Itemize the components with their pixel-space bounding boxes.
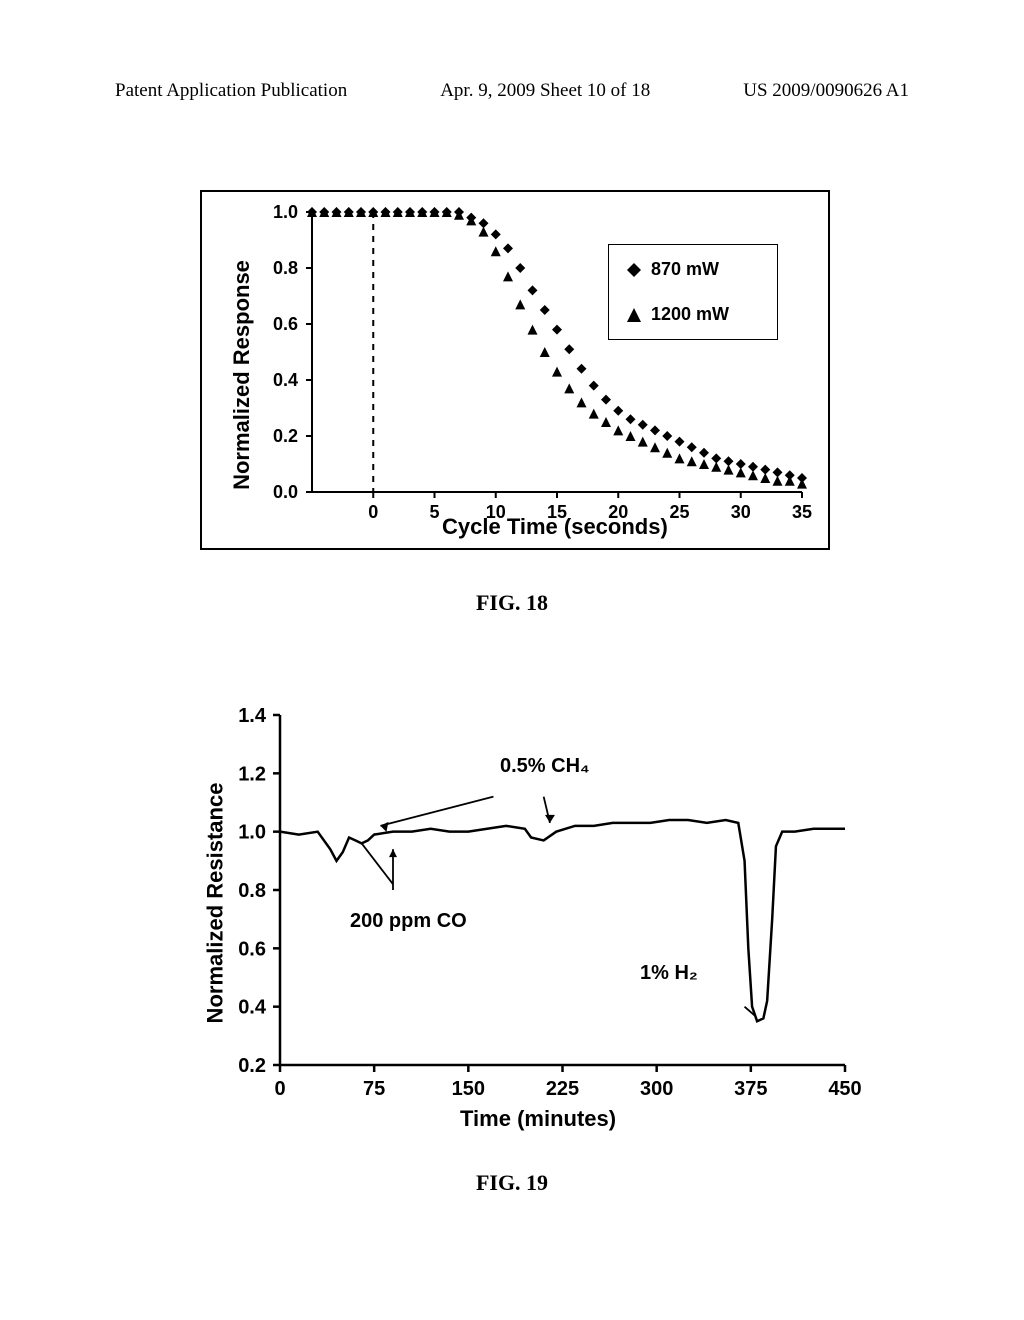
svg-text:0.0: 0.0 [273, 482, 298, 502]
svg-text:1.4: 1.4 [238, 705, 267, 727]
figure-caption: FIG. 18 [0, 590, 1024, 616]
y-axis-label: Normalized Resistance [202, 783, 228, 1024]
page-header: Patent Application Publication Apr. 9, 2… [0, 80, 1024, 102]
svg-text:0.2: 0.2 [238, 1055, 266, 1077]
annotation-h2: 1% H₂ [640, 962, 698, 985]
svg-text:0.8: 0.8 [273, 258, 298, 278]
svg-text:300: 300 [640, 1078, 673, 1100]
x-axis-label: Time (minutes) [460, 1106, 616, 1132]
svg-text:1.2: 1.2 [238, 763, 266, 785]
svg-text:25: 25 [669, 502, 689, 522]
svg-text:75: 75 [363, 1078, 385, 1100]
svg-text:0.6: 0.6 [238, 938, 266, 960]
svg-text:225: 225 [546, 1078, 579, 1100]
y-axis-label: Normalized Response [229, 260, 255, 490]
svg-text:450: 450 [828, 1078, 861, 1100]
triangle-icon [627, 308, 641, 322]
header-left: Patent Application Publication [115, 80, 347, 102]
figure-caption: FIG. 19 [0, 1170, 1024, 1196]
svg-text:0: 0 [368, 502, 378, 522]
svg-text:0: 0 [274, 1078, 285, 1100]
figure-19: 0.20.40.60.81.01.21.4075150225300375450 … [180, 700, 870, 1130]
svg-text:0.4: 0.4 [273, 370, 298, 390]
annotation-ch4: 0.5% CH₄ [500, 755, 590, 778]
svg-text:5: 5 [429, 502, 439, 522]
svg-text:0.4: 0.4 [238, 997, 267, 1019]
annotation-co: 200 ppm CO [350, 910, 467, 933]
x-axis-label: Cycle Time (seconds) [442, 514, 668, 540]
svg-text:30: 30 [731, 502, 751, 522]
legend-item: 1200 mW [627, 304, 759, 325]
header-right: US 2009/0090626 A1 [743, 80, 909, 102]
svg-text:35: 35 [792, 502, 812, 522]
chart-frame: 0.00.20.40.60.81.005101520253035 Normali… [200, 190, 830, 550]
svg-text:0.8: 0.8 [238, 880, 266, 902]
svg-text:375: 375 [734, 1078, 767, 1100]
svg-text:1.0: 1.0 [238, 822, 266, 844]
svg-text:0.6: 0.6 [273, 314, 298, 334]
header-center: Apr. 9, 2009 Sheet 10 of 18 [440, 80, 650, 102]
figure-18: 0.00.20.40.60.81.005101520253035 Normali… [200, 190, 830, 550]
legend: 870 mW 1200 mW [608, 244, 778, 340]
svg-text:0.2: 0.2 [273, 426, 298, 446]
diamond-icon [627, 263, 641, 277]
svg-text:1.0: 1.0 [273, 202, 298, 222]
svg-text:150: 150 [452, 1078, 485, 1100]
legend-label: 1200 mW [651, 304, 729, 325]
legend-item: 870 mW [627, 259, 759, 280]
legend-label: 870 mW [651, 259, 719, 280]
